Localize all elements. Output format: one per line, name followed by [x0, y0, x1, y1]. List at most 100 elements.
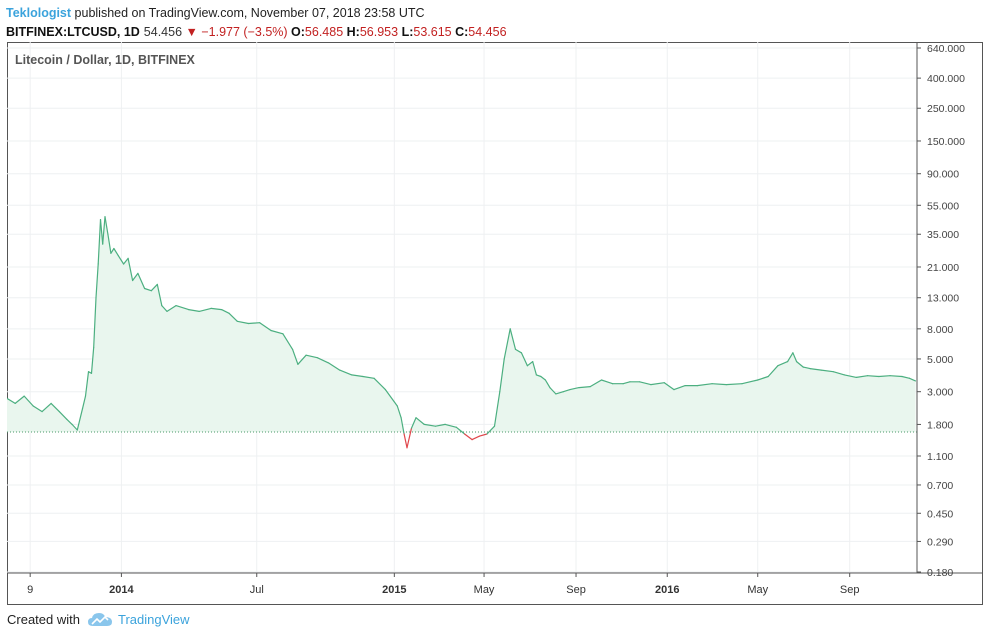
series-segment	[663, 382, 675, 391]
series-segment	[423, 423, 437, 427]
price-change: −1.977 (−3.5%)	[201, 25, 288, 39]
series-segment	[221, 309, 230, 314]
series-segment	[471, 435, 481, 441]
series-segment	[351, 374, 364, 378]
series-segment	[292, 348, 299, 365]
last-price: 54.456	[143, 25, 183, 39]
series-segment	[578, 386, 591, 389]
series-segment	[175, 305, 190, 311]
series-segment	[479, 433, 488, 437]
series-segment	[131, 272, 139, 282]
low-value: 53.615	[413, 25, 452, 39]
series-segment	[622, 381, 631, 385]
series-segment	[526, 361, 534, 367]
y-tick-label: 8.000	[927, 324, 953, 336]
series-segment	[339, 369, 353, 376]
symbol-line: BITFINEX:LTCUSD, 1D 54.456 ▼ −1.977 (−3.5…	[6, 23, 507, 41]
y-tick-label: 90.000	[927, 169, 959, 181]
series-segment	[122, 257, 129, 265]
series-segment	[127, 257, 134, 282]
series-segment	[878, 375, 891, 378]
series-segment	[589, 379, 603, 388]
series-segment	[396, 405, 402, 419]
y-tick-label: 13.000	[927, 293, 959, 305]
series-segment	[270, 329, 284, 335]
x-tick-label: 9	[27, 584, 33, 596]
publish-line: Teklologist published on TradingView.com…	[6, 4, 507, 23]
y-tick-label: 640.000	[927, 43, 965, 55]
y-tick-label: 150.000	[927, 136, 965, 148]
series-segment	[514, 348, 523, 354]
time-axis[interactable]: 9 2014 Jul 2015 May Sep 2016 May Sep	[27, 573, 859, 596]
price-axis[interactable]: 640.000 400.000 250.000 150.000 90.000 55.000…	[917, 43, 965, 579]
series-segment	[843, 374, 858, 378]
series-segment	[156, 283, 163, 307]
series-segment	[757, 375, 769, 381]
series-segment	[84, 371, 90, 397]
series-segment	[767, 365, 779, 378]
series-segment	[137, 272, 146, 290]
symbol-label: BITFINEX:LTCUSD, 1D	[6, 25, 140, 39]
series-segment	[493, 391, 501, 427]
series-segment	[166, 305, 177, 312]
series-segment	[540, 375, 547, 381]
series-segment	[650, 382, 665, 386]
series-segment	[544, 379, 551, 389]
series-segment	[236, 320, 250, 325]
x-tick-label: 2015	[382, 584, 406, 596]
open-value: 56.485	[304, 25, 344, 39]
series-segment	[889, 375, 903, 378]
series-segment	[786, 352, 794, 363]
series-segment	[415, 417, 425, 425]
series-segment	[400, 417, 405, 435]
y-tick-label: 0.450	[927, 508, 953, 520]
series-segment	[406, 427, 413, 449]
series-segment	[503, 328, 511, 360]
series-segment	[210, 307, 223, 311]
series-segment	[549, 387, 557, 395]
series-segment	[725, 383, 743, 386]
series-segment	[410, 417, 417, 429]
series-segment	[259, 322, 272, 332]
x-tick-label: May	[747, 584, 768, 596]
series-segment	[107, 233, 112, 254]
high-label: H:	[346, 25, 360, 39]
series-segment	[97, 219, 102, 265]
x-tick-label: 2014	[109, 584, 134, 596]
series-segment	[555, 391, 564, 395]
series-segment	[188, 309, 200, 312]
series-segment	[509, 328, 517, 350]
down-arrow-icon: ▼	[185, 25, 198, 39]
series-segment	[23, 395, 34, 407]
tradingview-link[interactable]: TradingView	[117, 612, 190, 627]
series-segment	[600, 379, 614, 385]
y-tick-label: 21.000	[927, 262, 959, 274]
x-tick-label: Sep	[840, 584, 860, 596]
close-label: C:	[455, 25, 469, 39]
created-with-label: Created with	[7, 612, 80, 627]
footer: Created with TradingView	[7, 612, 190, 627]
tradingview-cloud-icon[interactable]	[87, 612, 112, 627]
series-segment	[455, 426, 466, 435]
series-segment	[832, 371, 846, 376]
y-tick-label: 250.000	[927, 103, 965, 115]
y-tick-label: 0.180	[927, 567, 953, 579]
author-link[interactable]: Teklologist	[6, 6, 72, 20]
series-segment	[696, 383, 713, 387]
series-segment	[90, 346, 95, 374]
price-chart[interactable]: 640.000 400.000 250.000 150.000 90.000 55.000…	[7, 42, 983, 605]
y-tick-label: 5.000	[927, 354, 953, 366]
series-segment	[305, 354, 318, 359]
series-segment	[102, 216, 106, 245]
series-segment	[161, 305, 168, 312]
series-segment	[792, 352, 798, 363]
x-tick-label: Jul	[250, 584, 264, 596]
series-segment	[32, 405, 43, 413]
series-segment	[362, 375, 375, 379]
series-segment	[110, 247, 115, 254]
y-tick-label: 0.290	[927, 536, 953, 548]
series-segment	[866, 375, 880, 378]
series-segment	[117, 255, 125, 265]
series-segment	[562, 389, 571, 393]
low-label: L:	[401, 25, 414, 39]
